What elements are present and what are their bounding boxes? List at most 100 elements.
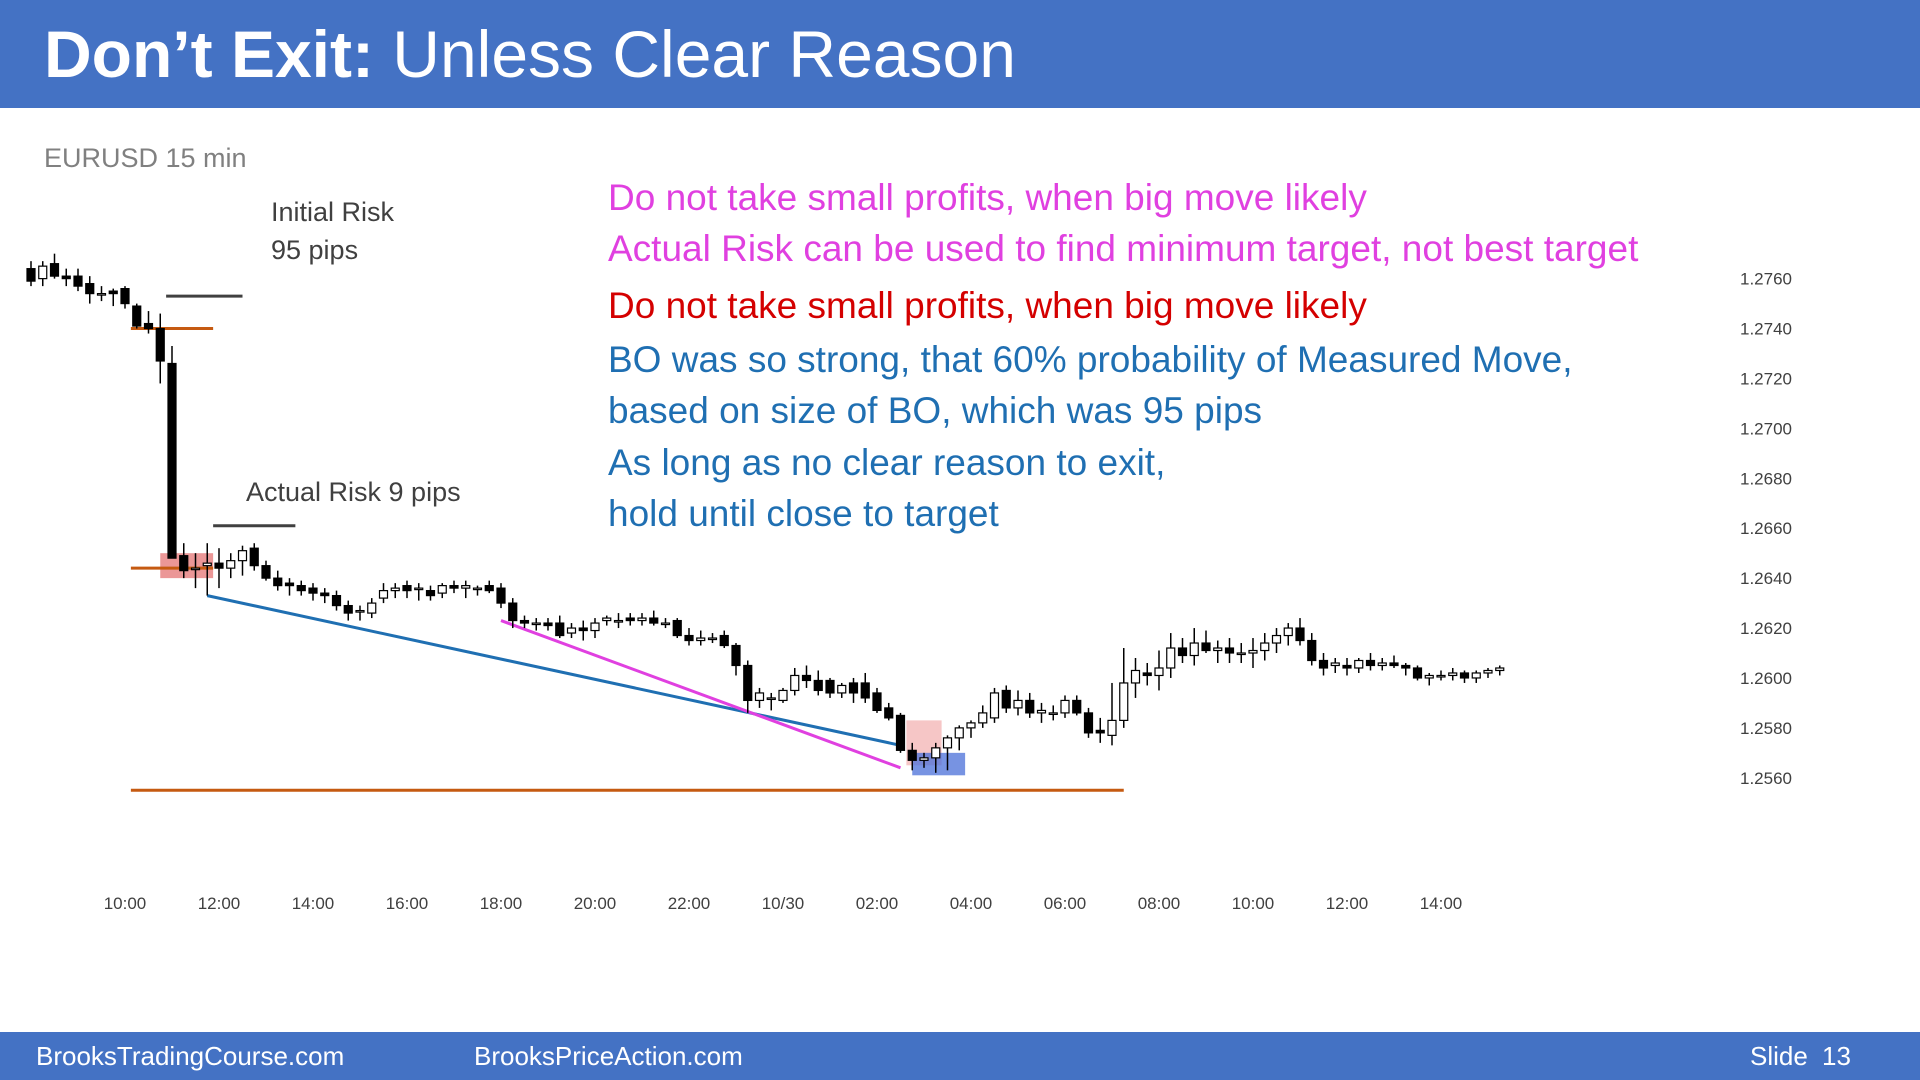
- initial-risk-label-2: 95 pips: [271, 235, 359, 265]
- candle-body-27: [343, 604, 353, 614]
- candle-body-35: [437, 585, 447, 594]
- candle-body-65: [790, 674, 800, 692]
- candle-body-20: [261, 565, 271, 579]
- slide-label: Slide: [1750, 1041, 1808, 1071]
- candle-body-116: [1389, 662, 1399, 667]
- candle-body-71: [860, 682, 870, 699]
- candle-body-52: [637, 617, 647, 622]
- note-line-6: As long as no clear reason to exit,: [608, 442, 1166, 483]
- candle-body-12: [167, 362, 177, 559]
- candle-body-42: [519, 619, 530, 624]
- x-tick-label: 12:00: [1326, 894, 1369, 913]
- x-tick-label: 08:00: [1138, 894, 1181, 913]
- candle-body-118: [1412, 667, 1423, 679]
- candle-body-76: [919, 757, 929, 761]
- y-tick-label: 1.2620: [1740, 619, 1792, 638]
- y-tick-label: 1.2720: [1740, 369, 1792, 388]
- candle-body-32: [402, 585, 412, 592]
- candle-body-4: [73, 275, 83, 287]
- candle-body-18: [237, 550, 248, 562]
- x-tick-label: 14:00: [292, 894, 335, 913]
- candle-body-19: [249, 547, 259, 567]
- candle-body-16: [214, 562, 224, 569]
- candle-body-56: [684, 634, 694, 642]
- candle-body-24: [308, 587, 318, 594]
- candle-body-80: [966, 722, 976, 729]
- candle-body-45: [555, 622, 565, 637]
- candle-body-114: [1365, 659, 1376, 667]
- candle-body-8: [120, 288, 130, 305]
- candle-body-110: [1318, 659, 1329, 669]
- candle-body-81: [978, 712, 988, 724]
- candle-body-105: [1260, 642, 1270, 652]
- trendline-1: [500, 619, 902, 770]
- candle-body-113: [1354, 659, 1364, 669]
- candle-body-111: [1330, 662, 1340, 667]
- candle-body-102: [1224, 647, 1235, 654]
- y-tick-label: 1.2660: [1740, 519, 1792, 538]
- instrument-label: EURUSD 15 min: [44, 143, 247, 173]
- candle-body-86: [1036, 709, 1047, 714]
- candle-body-55: [672, 619, 682, 637]
- candle-body-3: [61, 275, 71, 280]
- candle-body-10: [143, 322, 154, 330]
- candle-body-13: [179, 555, 189, 572]
- candle-body-59: [719, 634, 729, 647]
- candle-body-124: [1483, 669, 1493, 674]
- candle-body-40: [496, 587, 506, 604]
- candle-body-122: [1459, 672, 1470, 679]
- initial-risk-label-1: Initial Risk: [271, 197, 395, 227]
- candle-body-50: [613, 619, 624, 623]
- candle-body-98: [1177, 647, 1188, 657]
- candle-body-62: [754, 692, 765, 702]
- note-line-1: Do not take small profits, when big move…: [608, 177, 1367, 218]
- candle-body-39: [484, 585, 494, 592]
- candle-body-123: [1471, 672, 1481, 679]
- candle-body-67: [813, 679, 823, 692]
- candle-body-33: [414, 587, 424, 591]
- candle-body-91: [1095, 729, 1105, 734]
- candle-body-70: [848, 682, 859, 694]
- x-tick-label: 06:00: [1044, 894, 1087, 913]
- candle-body-73: [884, 707, 894, 719]
- candlestick-chart: 1.2760 1.2740 1.2720 1.2700 1.2680 1.2660 1.26…: [26, 253, 1792, 913]
- x-tick-label: 14:00: [1420, 894, 1463, 913]
- candle-body-47: [578, 627, 588, 632]
- footer-left-site: BrooksTradingCourse.com: [36, 1041, 345, 1071]
- candle-body-6: [96, 293, 107, 296]
- candle-body-112: [1342, 664, 1352, 669]
- x-tick-label: 22:00: [668, 894, 711, 913]
- y-tick-label: 1.2760: [1740, 270, 1792, 289]
- candle-body-11: [155, 327, 165, 362]
- candle-body-14: [190, 567, 201, 571]
- candle-body-38: [472, 587, 483, 591]
- candle-body-99: [1189, 642, 1199, 657]
- candle-body-30: [378, 590, 389, 599]
- candle-body-36: [449, 585, 459, 589]
- y-tick-label: 1.2560: [1740, 769, 1792, 788]
- title-bar: [0, 0, 1920, 108]
- candle-body-66: [801, 674, 812, 682]
- candle-body-106: [1271, 634, 1282, 644]
- note-line-7: hold until close to target: [608, 493, 999, 534]
- candle-body-41: [508, 602, 518, 622]
- candle-body-37: [461, 585, 471, 589]
- candle-body-125: [1495, 667, 1505, 672]
- x-tick-label: 20:00: [574, 894, 617, 913]
- candle-body-92: [1107, 719, 1117, 736]
- candle-body-104: [1248, 649, 1258, 654]
- x-tick-label: 10:00: [1232, 894, 1275, 913]
- candle-body-82: [989, 692, 1000, 719]
- candle-body-15: [202, 562, 212, 567]
- candle-body-75: [907, 749, 917, 761]
- candle-body-107: [1283, 627, 1293, 637]
- candle-body-87: [1048, 712, 1058, 716]
- candle-body-2: [49, 263, 60, 277]
- candle-body-58: [707, 637, 718, 641]
- candle-body-103: [1236, 652, 1246, 656]
- candle-body-72: [872, 692, 882, 712]
- candle-body-69: [837, 684, 847, 694]
- candle-body-7: [108, 290, 118, 295]
- candle-body-84: [1013, 699, 1023, 709]
- y-tick-label: 1.2640: [1740, 569, 1792, 588]
